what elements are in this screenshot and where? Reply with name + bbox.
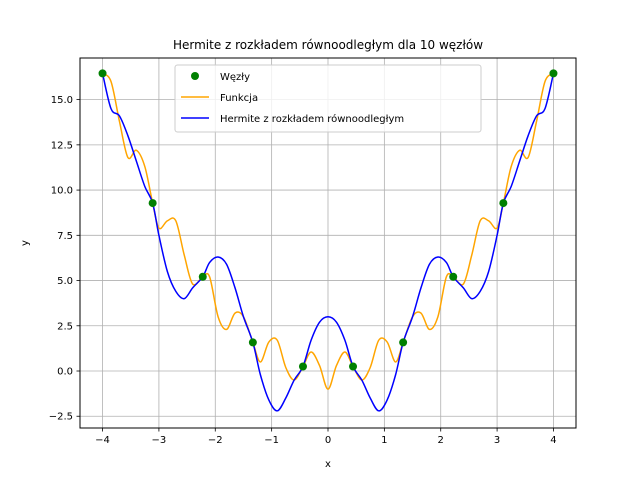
legend-label: Funkcja [220, 93, 258, 104]
data-point [499, 199, 508, 208]
x-tick-label: 3 [494, 435, 500, 446]
y-tick-label: 5.0 [57, 276, 73, 287]
series-line-1 [102, 72, 554, 390]
x-tick-label: −4 [95, 435, 110, 446]
x-tick-label: −2 [208, 435, 223, 446]
legend-box [174, 64, 482, 133]
series-points [98, 69, 558, 371]
data-point [198, 272, 207, 281]
axis-ticks: −4 −3 −2 −1 0 1 2 3 4 −2.5 0.0 2.5 5.0 7.5 10.0 12.5 15.… [49, 95, 557, 446]
x-axis-label: x [325, 459, 331, 470]
y-axis-label: y [20, 240, 31, 246]
chart-title: Hermite z rozkładem równoodległym dla 10… [173, 38, 483, 52]
legend-label: Węzły [220, 72, 250, 83]
data-point [549, 69, 558, 78]
y-tick-label: 0.0 [57, 367, 73, 378]
legend: Węzły Funkcja Hermite z rozkładem równoodl… [174, 64, 482, 133]
series-line-2 [101, 73, 555, 412]
x-tick-label: −3 [152, 435, 167, 446]
x-tick-label: 4 [550, 435, 556, 446]
y-tick-label: 2.5 [57, 321, 73, 332]
y-tick-label: 12.5 [51, 140, 73, 151]
x-tick-label: 1 [381, 435, 387, 446]
x-tick-label: 0 [325, 435, 331, 446]
y-tick-label: 10.0 [51, 186, 73, 197]
data-point [349, 362, 358, 371]
y-tick-label: 15.0 [51, 95, 73, 106]
legend-label: Hermite z rozkładem równoodległym [220, 113, 404, 125]
series-lines [101, 72, 555, 412]
x-tick-label: 2 [438, 435, 444, 446]
data-point [148, 199, 157, 208]
data-point [298, 362, 307, 371]
data-point [399, 338, 408, 347]
y-tick-label: 7.5 [57, 231, 73, 242]
data-point [449, 272, 458, 281]
y-tick-label: −2.5 [49, 412, 73, 423]
legend-marker [191, 72, 199, 80]
data-point [248, 338, 257, 347]
data-point [98, 69, 107, 78]
x-tick-label: −1 [264, 435, 279, 446]
